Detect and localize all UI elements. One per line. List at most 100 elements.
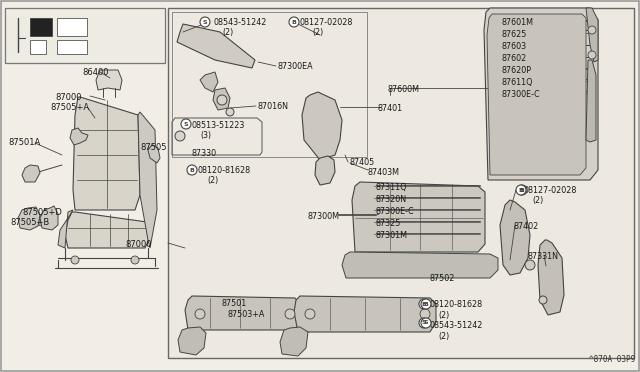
Polygon shape [138, 112, 157, 248]
Text: 87505+B: 87505+B [10, 218, 49, 227]
Text: (3): (3) [200, 131, 211, 140]
Text: 08120-81628: 08120-81628 [198, 166, 251, 175]
Circle shape [195, 309, 205, 319]
Text: B: B [292, 19, 296, 25]
Circle shape [419, 299, 429, 309]
Text: (2): (2) [222, 28, 233, 37]
Text: (2): (2) [312, 28, 323, 37]
Bar [57, 18, 87, 36]
Circle shape [305, 309, 315, 319]
Text: 87300EA: 87300EA [278, 62, 314, 71]
Polygon shape [58, 210, 73, 248]
Text: S: S [424, 321, 428, 326]
Text: (2): (2) [207, 176, 218, 185]
Text: 87401: 87401 [378, 104, 403, 113]
Text: 87503+A: 87503+A [228, 310, 266, 319]
Bar [30, 18, 52, 36]
Text: 08543-51242: 08543-51242 [213, 18, 266, 27]
Circle shape [421, 299, 431, 309]
Circle shape [516, 185, 526, 195]
Text: 87501A: 87501A [8, 138, 40, 147]
Polygon shape [500, 200, 530, 275]
Text: (2): (2) [438, 332, 449, 341]
Circle shape [71, 256, 79, 264]
Text: B: B [422, 301, 426, 307]
Text: ^870A 03P9: ^870A 03P9 [589, 355, 635, 364]
Text: 87311Q: 87311Q [376, 183, 408, 192]
Polygon shape [538, 240, 564, 315]
Polygon shape [70, 128, 88, 145]
Polygon shape [22, 165, 40, 182]
Text: 87325: 87325 [376, 219, 401, 228]
Text: 87505: 87505 [140, 143, 166, 152]
Text: 87300E-C: 87300E-C [376, 207, 415, 216]
Text: 08127-02028: 08127-02028 [300, 18, 353, 27]
Text: 87402: 87402 [514, 222, 540, 231]
Text: 87505+D: 87505+D [22, 208, 62, 217]
Circle shape [285, 309, 295, 319]
Polygon shape [18, 207, 40, 230]
Text: 08513-51223: 08513-51223 [192, 121, 245, 130]
Text: 87611Q: 87611Q [502, 78, 534, 87]
Text: 87301M: 87301M [376, 231, 408, 240]
Text: S: S [184, 122, 188, 126]
Polygon shape [315, 156, 335, 185]
Text: (2): (2) [438, 311, 449, 320]
Polygon shape [342, 252, 498, 278]
Text: 87600M: 87600M [388, 85, 420, 94]
Circle shape [421, 318, 431, 328]
Polygon shape [177, 24, 255, 68]
Bar [30, 40, 46, 54]
Polygon shape [302, 92, 342, 160]
Circle shape [517, 185, 527, 195]
Circle shape [419, 318, 429, 328]
Circle shape [187, 165, 197, 175]
Polygon shape [185, 296, 300, 330]
Text: 87601M: 87601M [502, 18, 534, 27]
Text: 87300M: 87300M [308, 212, 340, 221]
Polygon shape [294, 296, 436, 332]
Text: B: B [518, 187, 524, 192]
Circle shape [226, 108, 234, 116]
Polygon shape [280, 327, 308, 356]
Polygon shape [65, 212, 150, 248]
Text: 87000: 87000 [55, 93, 81, 102]
Text: 08127-02028: 08127-02028 [524, 186, 577, 195]
Bar [172, 12, 367, 157]
Text: 08543-51242: 08543-51242 [430, 321, 483, 330]
Polygon shape [586, 60, 596, 142]
Circle shape [200, 17, 210, 27]
Text: 87603: 87603 [502, 42, 527, 51]
Circle shape [131, 256, 139, 264]
Text: B: B [424, 301, 428, 307]
Text: 08120-81628: 08120-81628 [430, 300, 483, 309]
Text: 87405: 87405 [350, 158, 375, 167]
Circle shape [420, 309, 430, 319]
Polygon shape [148, 145, 160, 163]
Polygon shape [200, 72, 218, 92]
Text: 87620P: 87620P [502, 66, 532, 75]
Text: 87320N: 87320N [376, 195, 407, 204]
Circle shape [588, 51, 596, 59]
Text: 87330: 87330 [192, 149, 217, 158]
Text: 87016N: 87016N [258, 102, 289, 111]
Polygon shape [586, 8, 598, 62]
Polygon shape [484, 8, 598, 180]
Text: 87403M: 87403M [368, 168, 400, 177]
Text: 87300E-C: 87300E-C [502, 90, 541, 99]
Bar [5, 8, 165, 63]
Text: 87625: 87625 [502, 30, 527, 39]
Polygon shape [40, 206, 58, 230]
Circle shape [181, 119, 191, 129]
Text: S: S [203, 19, 207, 25]
Circle shape [217, 95, 227, 105]
Text: 87501: 87501 [221, 299, 246, 308]
Circle shape [175, 131, 185, 141]
Text: 87602: 87602 [502, 54, 527, 63]
Polygon shape [487, 14, 586, 175]
Polygon shape [73, 97, 140, 210]
Bar [57, 40, 87, 54]
Text: 87331N: 87331N [528, 252, 559, 261]
Circle shape [539, 296, 547, 304]
Text: B: B [189, 167, 195, 173]
